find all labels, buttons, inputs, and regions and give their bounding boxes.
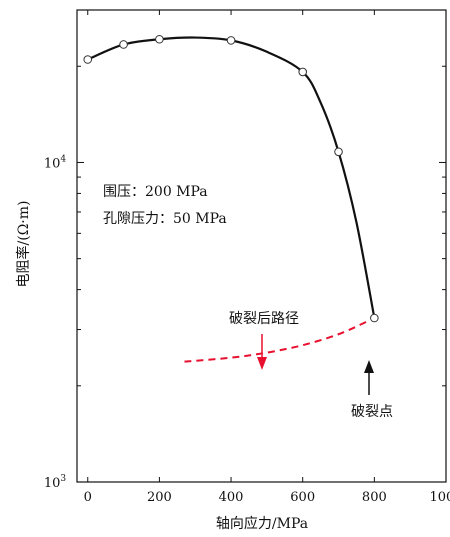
x-tick-label: 600 [290,490,315,505]
pore-pressure-annotation: 孔隙压力：50 MPa [103,211,227,227]
x-tick-label: 0 [84,490,92,505]
x-tick-label: 1000 [429,490,450,505]
resistivity-curve [87,36,376,319]
data-point [370,313,379,323]
fracture-point-annotation: 破裂点 [351,404,393,420]
data-point [298,67,307,77]
y-axis-label: 电阻率/(Ω·m) [15,201,32,288]
data-point [83,55,93,64]
x-tick-label: 200 [147,490,172,505]
red-arrow-icon [257,334,267,370]
post-fracture-dashed-line [184,320,368,363]
data-point [155,34,164,44]
y-tick-label: 104 [44,154,67,171]
data-point [226,36,236,45]
post-fracture-path-annotation: 破裂后路径 [229,311,299,327]
confining-pressure-annotation: 围压：200 MPa [103,184,208,200]
data-point [334,147,343,157]
x-tick-label: 400 [219,490,244,505]
y-tick-label: 103 [44,474,67,491]
data-point [119,40,128,49]
x-axis-label: 轴向应力/MPa [216,515,308,532]
plot-frame [76,9,447,483]
black-arrow-icon [364,360,374,395]
x-tick-label: 800 [362,490,387,505]
